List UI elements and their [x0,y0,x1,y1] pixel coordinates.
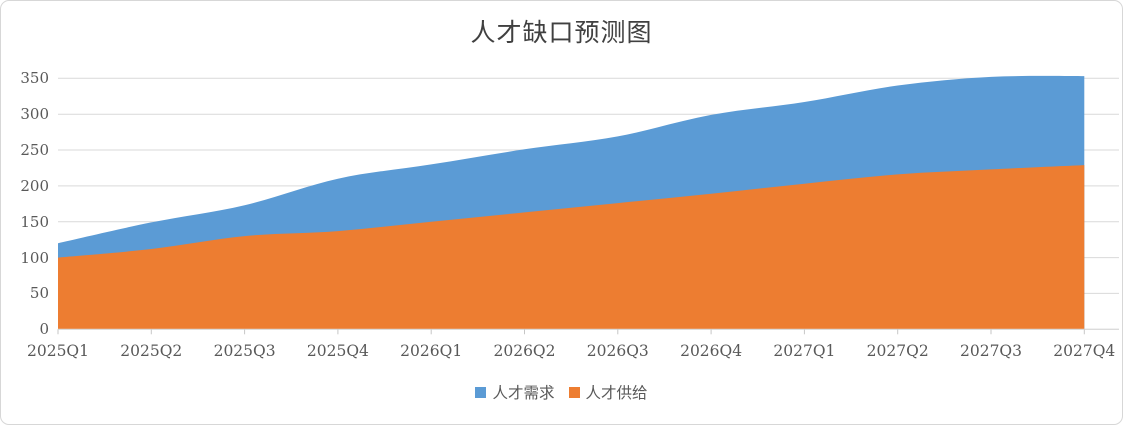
chart-legend: 人才需求 人才供给 [1,381,1122,403]
x-axis-label: 2027Q4 [1053,342,1116,360]
x-axis-label: 2025Q4 [306,342,369,360]
x-axis-label: 2025Q1 [26,342,89,360]
y-axis-label: 100 [20,248,49,267]
x-axis-label: 2026Q2 [493,342,556,360]
area-series-supply [58,165,1085,330]
legend-item-demand[interactable]: 人才需求 [475,381,555,403]
legend-label-supply: 人才供给 [585,384,648,402]
y-axis-label: 350 [20,69,49,88]
x-axis-label: 2026Q3 [586,342,649,360]
y-axis-label: 250 [20,141,49,159]
y-axis-label: 300 [20,105,49,124]
legend-item-supply[interactable]: 人才供给 [568,381,648,403]
y-axis-label: 200 [20,176,49,195]
y-axis-label: 50 [29,284,49,303]
chart-title: 人才缺口预测图 [470,18,653,47]
x-axis-label: 2027Q1 [773,342,836,360]
x-axis-label: 2026Q4 [680,342,743,360]
x-axis-label: 2025Q3 [213,342,276,360]
x-axis-label: 2025Q2 [120,342,183,360]
y-axis-label: 150 [20,212,49,231]
x-axis-label: 2027Q2 [866,342,929,360]
legend-swatch-supply-icon [568,386,580,398]
x-axis-label: 2026Q1 [400,342,463,360]
legend-label-demand: 人才需求 [492,384,555,402]
y-axis-label: 0 [39,320,49,339]
x-axis-label: 2027Q3 [959,342,1022,360]
legend-swatch-demand-icon [475,386,487,398]
